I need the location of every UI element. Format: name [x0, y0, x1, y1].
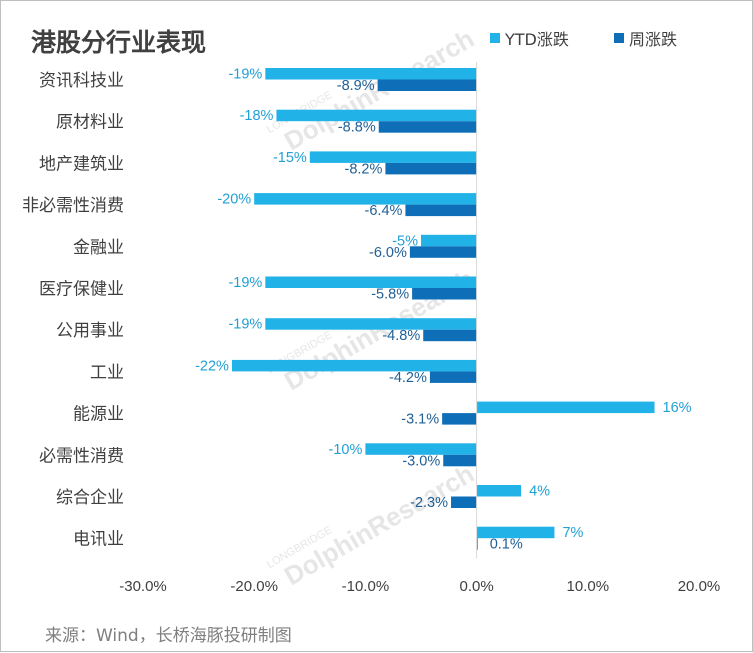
data-label-0-6: -19% [228, 317, 262, 333]
data-label-0-7: -22% [195, 358, 229, 374]
legend: YTD涨跌 周涨跌 [490, 30, 677, 49]
bar-0-3 [254, 193, 477, 205]
data-label-0-8: 16% [663, 400, 692, 416]
bars-layer: -19%-8.9%-18%-8.8%-15%-8.2%-20%-6.4%-5%-… [195, 62, 692, 559]
bar-0-7 [231, 359, 477, 372]
category-label-0: 资讯科技业 [39, 71, 124, 91]
legend-swatch-0 [490, 33, 500, 43]
category-label-5: 医疗保健业 [39, 280, 124, 300]
bar-0-8 [476, 401, 655, 414]
x-tick-label-3: 0.0% [459, 578, 493, 595]
category-label-2: 地产建筑业 [39, 154, 124, 174]
bar-0-4 [421, 234, 477, 247]
data-label-0-9: -10% [329, 442, 363, 458]
category-labels: 资讯科技业原材料业地产建筑业非必需性消费金融业医疗保健业公用事业工业能源业必需性… [22, 71, 124, 550]
category-label-9: 必需性消费 [39, 446, 124, 466]
bar-0-2 [309, 151, 477, 163]
data-label-1-9: -3.0% [402, 453, 440, 469]
x-tick-label-2: -10.0% [342, 578, 390, 595]
category-label-8: 能源业 [73, 405, 124, 425]
x-tick-label-1: -20.0% [230, 578, 278, 595]
data-label-1-1: -8.8% [338, 120, 376, 136]
bar-1-8 [442, 413, 477, 425]
category-label-6: 公用事业 [56, 321, 124, 341]
data-label-1-8: -3.1% [401, 412, 439, 428]
x-axis-ticks: -30.0% -20.0% -10.0% 0.0% 10.0% 20.0% [119, 578, 720, 595]
x-tick-label-5: 20.0% [678, 578, 721, 595]
bar-1-3 [405, 204, 477, 217]
data-label-0-2: -15% [273, 150, 307, 166]
bar-0-1 [276, 109, 477, 122]
bar-1-5 [412, 288, 477, 300]
legend-label-0: YTD涨跌 [504, 30, 569, 49]
bar-0-10 [476, 485, 522, 497]
bar-1-1 [378, 121, 477, 133]
bar-1-0 [377, 79, 477, 91]
data-label-1-2: -8.2% [345, 161, 383, 177]
data-label-1-0: -8.9% [337, 78, 375, 94]
bar-1-7 [429, 371, 477, 383]
bar-1-10 [451, 496, 477, 508]
category-label-3: 非必需性消费 [22, 196, 124, 216]
data-label-0-0: -19% [228, 67, 262, 83]
watermark-brand: DolphinResearch [279, 458, 479, 591]
legend-label-1: 周涨跌 [629, 30, 677, 49]
bar-1-11 [476, 538, 478, 550]
bar-1-9 [443, 454, 477, 467]
data-label-0-3: -20% [217, 192, 251, 208]
category-label-10: 综合企业 [56, 488, 124, 508]
bar-0-0 [265, 68, 477, 80]
data-label-1-6: -4.8% [382, 328, 420, 344]
source-note: 来源：Wind，长桥海豚投研制图 [45, 626, 292, 646]
category-label-11: 电讯业 [73, 530, 124, 550]
bar-0-9 [365, 443, 477, 455]
data-label-0-5: -19% [228, 275, 262, 291]
bar-1-4 [409, 246, 477, 258]
bar-1-6 [423, 329, 477, 342]
data-label-1-3: -6.4% [365, 203, 403, 219]
data-label-0-11: 7% [562, 525, 583, 541]
data-label-1-4: -6.0% [369, 245, 407, 261]
bar-0-11 [476, 526, 555, 539]
data-label-0-4: -5% [392, 233, 418, 249]
category-label-4: 金融业 [73, 238, 124, 258]
bar-0-5 [265, 276, 477, 288]
bar-0-6 [265, 318, 477, 330]
x-tick-label-0: -30.0% [119, 578, 167, 595]
data-label-0-10: 4% [529, 484, 550, 500]
chart-title: 港股分行业表现 [31, 28, 206, 57]
data-label-1-11: 0.1% [490, 537, 523, 553]
category-label-7: 工业 [90, 363, 124, 383]
legend-swatch-1 [614, 33, 624, 43]
category-label-1: 原材料业 [56, 113, 124, 133]
data-label-1-7: -4.2% [389, 370, 427, 386]
data-label-1-10: -2.3% [410, 495, 448, 511]
data-label-0-1: -18% [240, 108, 274, 124]
x-tick-label-4: 10.0% [567, 578, 610, 595]
data-label-1-5: -5.8% [371, 287, 409, 303]
bar-1-2 [385, 162, 477, 175]
